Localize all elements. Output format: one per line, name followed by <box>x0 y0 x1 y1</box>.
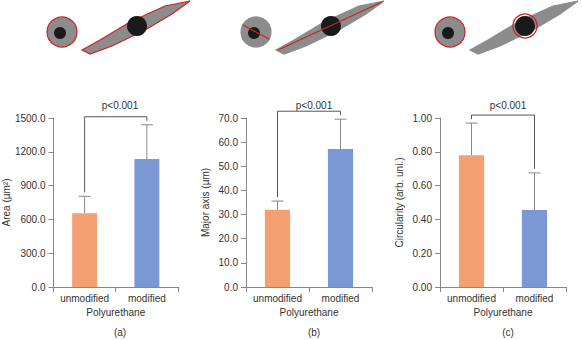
svg-text:60.0: 60.0 <box>219 137 239 148</box>
svg-text:0.80: 0.80 <box>413 146 433 157</box>
svg-text:0.20: 0.20 <box>413 248 433 259</box>
svg-text:1.00: 1.00 <box>413 113 433 124</box>
svg-text:0.0: 0.0 <box>32 282 46 293</box>
svg-text:p<0.001: p<0.001 <box>102 100 139 111</box>
svg-text:0.40: 0.40 <box>413 214 433 225</box>
svg-text:(b): (b) <box>308 327 320 338</box>
svg-text:1500.0: 1500.0 <box>15 113 46 124</box>
svg-text:unmodified: unmodified <box>447 293 496 304</box>
svg-text:modified: modified <box>516 293 554 304</box>
svg-text:300.0: 300.0 <box>20 248 45 259</box>
svg-text:1200.0: 1200.0 <box>15 146 46 157</box>
svg-text:Polyurethane: Polyurethane <box>86 307 145 318</box>
svg-text:0.60: 0.60 <box>413 180 433 191</box>
svg-text:20.0: 20.0 <box>219 233 239 244</box>
svg-text:30.0: 30.0 <box>219 209 239 220</box>
svg-text:(a): (a) <box>114 327 126 338</box>
svg-text:900.0: 900.0 <box>20 180 45 191</box>
svg-text:unmodified: unmodified <box>60 293 109 304</box>
svg-text:70.0: 70.0 <box>219 113 239 124</box>
svg-text:10.0: 10.0 <box>219 257 239 268</box>
svg-text:40.0: 40.0 <box>219 185 239 196</box>
svg-text:Major axis (µm): Major axis (µm) <box>200 168 211 237</box>
svg-text:p<0.001: p<0.001 <box>490 100 527 111</box>
svg-text:unmodified: unmodified <box>253 293 302 304</box>
svg-text:modified: modified <box>128 293 166 304</box>
svg-text:p<0.001: p<0.001 <box>296 100 333 111</box>
svg-text:50.0: 50.0 <box>219 161 239 172</box>
svg-text:0.0: 0.0 <box>224 282 238 293</box>
svg-text:modified: modified <box>322 293 360 304</box>
svg-text:Polyurethane: Polyurethane <box>280 307 339 318</box>
svg-text:Area (µm²): Area (µm²) <box>1 179 12 227</box>
svg-text:0.00: 0.00 <box>413 282 433 293</box>
svg-text:(c): (c) <box>502 327 514 338</box>
svg-text:600.0: 600.0 <box>20 214 45 225</box>
svg-text:Polyurethane: Polyurethane <box>474 307 533 318</box>
svg-text:Circularity (arb. uni.): Circularity (arb. uni.) <box>394 157 405 247</box>
